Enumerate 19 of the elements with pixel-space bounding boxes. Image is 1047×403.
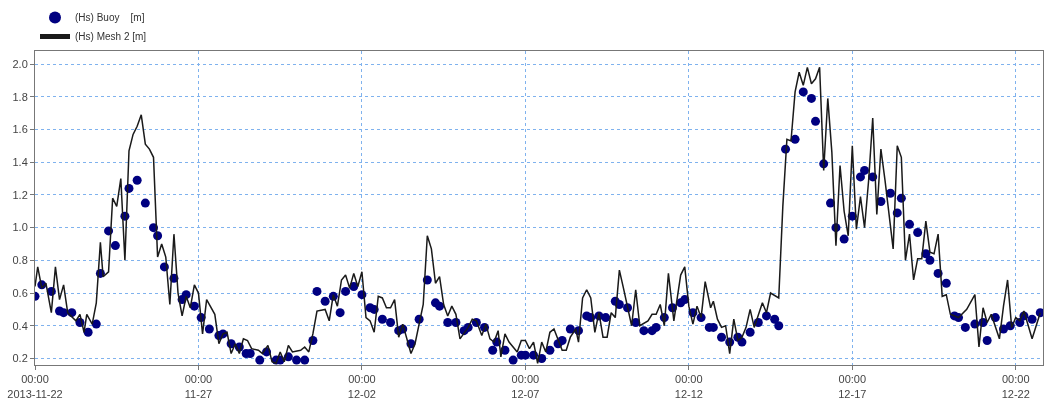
y-tick-label: 0.4 (12, 319, 28, 332)
y-tick-label: 0.6 (12, 286, 28, 299)
y-tick-label: 1.6 (12, 123, 28, 136)
y-tick-label: 1.8 (12, 90, 28, 103)
y-tick-label: 2.0 (12, 57, 28, 70)
y-tick-label: 0.2 (12, 352, 28, 365)
x-tick-label: 00:00 12-22 (1001, 373, 1030, 400)
x-tick-label: 00:00 12-17 (838, 373, 867, 400)
legend-label: (Hs) Buoy [m] (75, 12, 145, 24)
x-tick-label: 00:00 12-02 (347, 373, 376, 400)
y-tick-label: 1.4 (12, 156, 28, 169)
legend-label: (Hs) Mesh 2 [m] (75, 31, 147, 43)
x-tick-label: 00:00 11-27 (184, 373, 213, 400)
x-tick-label: 00:00 12-07 (511, 373, 540, 400)
x-tick-label: 00:00 12-12 (674, 373, 703, 400)
y-tick-label: 0.8 (12, 254, 28, 267)
x-tick-label: 00:00 2013-11-22 (7, 373, 63, 400)
y-tick-label: 1.2 (12, 188, 28, 201)
y-tick-label: 1.0 (12, 221, 28, 234)
